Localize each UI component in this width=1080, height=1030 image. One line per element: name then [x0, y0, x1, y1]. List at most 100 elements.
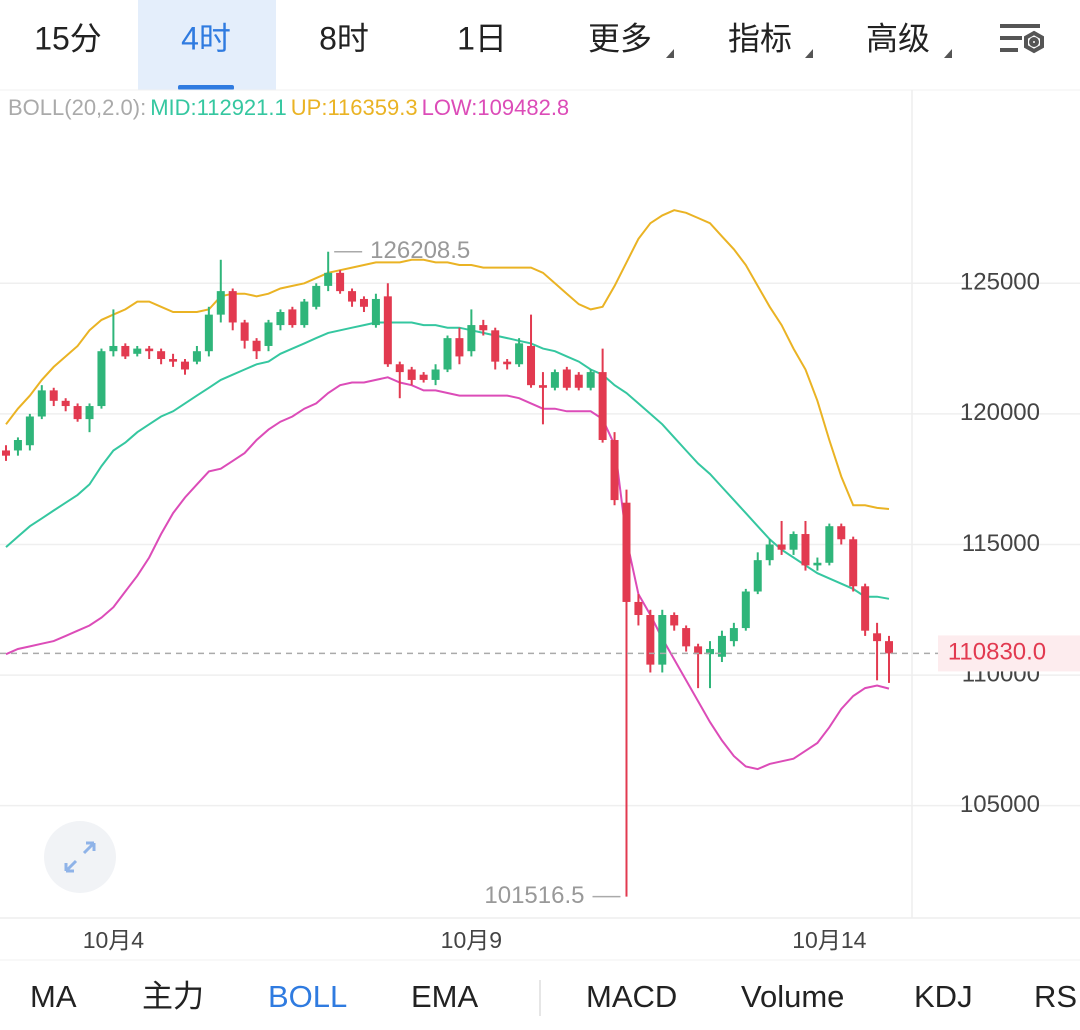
- y-tick-label: 125000: [960, 269, 1040, 296]
- dropdown-arrow: [666, 49, 674, 58]
- indicator-tab[interactable]: KDJ: [914, 979, 973, 1014]
- candle-body: [443, 338, 452, 370]
- candle-body: [670, 615, 679, 626]
- candle-body: [312, 285, 321, 307]
- interval-tab[interactable]: 15分: [34, 20, 102, 56]
- indicator-label: BOLL(20,2.0):: [8, 95, 146, 120]
- candle-body: [288, 309, 297, 326]
- candle-body: [395, 364, 404, 373]
- candle-body: [694, 646, 703, 655]
- candle-body: [371, 298, 380, 326]
- candle-body: [789, 534, 798, 550]
- indicator-tab[interactable]: MA: [30, 979, 77, 1014]
- candle-body: [610, 440, 619, 501]
- candle-body: [765, 544, 774, 561]
- candle-body: [717, 635, 726, 657]
- boll-line: [5, 376, 890, 771]
- candle-body: [13, 440, 22, 451]
- indicator-tab[interactable]: 主力: [142, 979, 204, 1014]
- candle-body: [598, 372, 607, 441]
- candle-body: [121, 345, 130, 357]
- candle-body: [180, 361, 189, 370]
- candle-body: [25, 416, 34, 446]
- indicator-tab[interactable]: EMA: [411, 979, 479, 1014]
- current-price-bg: [938, 635, 1080, 672]
- candle-body: [419, 374, 428, 380]
- selected-tab-indicator: [178, 85, 234, 90]
- candle-body: [885, 641, 893, 654]
- candle-body: [682, 628, 691, 647]
- candle-body: [622, 502, 631, 602]
- candle-body: [777, 544, 786, 550]
- candle-body: [550, 372, 559, 388]
- y-tick-label: 105000: [960, 791, 1040, 818]
- candle-body: [276, 312, 285, 326]
- candle-body: [873, 633, 882, 642]
- indicator-tab[interactable]: RSI: [1034, 979, 1080, 1014]
- candle-body: [801, 534, 810, 566]
- candle-body: [646, 615, 655, 665]
- menu-tab[interactable]: 更多: [588, 20, 652, 56]
- candle-body: [741, 591, 750, 629]
- candle-body: [359, 298, 368, 307]
- candle-body: [228, 291, 237, 323]
- candle-body: [383, 296, 392, 365]
- candle-body: [849, 539, 858, 587]
- candle-body: [264, 322, 273, 346]
- candle-body: [407, 369, 416, 380]
- x-tick-label: 10月9: [441, 927, 502, 953]
- candle-body: [300, 301, 309, 326]
- candle-body: [825, 526, 834, 563]
- candle-body: [503, 361, 512, 365]
- candle-body: [515, 343, 524, 365]
- candle-body: [97, 351, 106, 407]
- candle-body: [706, 648, 715, 655]
- candle-body: [348, 291, 357, 302]
- candle-body: [133, 348, 142, 354]
- candle-body: [574, 374, 583, 388]
- boll-line: [5, 209, 890, 510]
- menu-tab[interactable]: 指标: [728, 20, 792, 56]
- candle-body: [37, 390, 46, 417]
- candle-body: [109, 345, 118, 352]
- candle-body: [145, 348, 154, 352]
- interval-tab[interactable]: 8时: [319, 20, 369, 56]
- indicator-tab[interactable]: Volume: [741, 979, 844, 1014]
- candle-body: [324, 272, 333, 286]
- candle-body: [562, 369, 571, 388]
- x-tick-label: 10月4: [83, 927, 145, 953]
- legend-entry: LOW:109482.8: [422, 95, 570, 120]
- candle-body: [336, 272, 345, 292]
- indicator-tab[interactable]: MACD: [586, 979, 677, 1014]
- candle-body: [753, 560, 762, 592]
- interval-tab[interactable]: 1日: [457, 20, 507, 56]
- interval-tab[interactable]: 4时: [181, 20, 231, 56]
- y-tick-label: 115000: [962, 530, 1040, 557]
- indicator-legend: BOLL(20,2.0): MID:112921.1 UP:116359.3 LOW:…: [8, 95, 569, 120]
- dropdown-arrow: [944, 49, 952, 58]
- expand-button[interactable]: [44, 821, 116, 893]
- y-tick-label: 120000: [960, 399, 1040, 426]
- menu-tab[interactable]: 高级: [866, 20, 930, 56]
- candle-body: [634, 601, 643, 616]
- candle-body: [204, 314, 213, 352]
- candle-body: [491, 330, 500, 362]
- candle-body: [455, 338, 464, 357]
- candle-body: [192, 351, 201, 362]
- candle-body: [157, 351, 166, 360]
- candle-body: [431, 369, 440, 380]
- annotation-label: 126208.5: [370, 237, 470, 264]
- x-tick-label: 10月14: [792, 927, 866, 953]
- candle-body: [2, 450, 10, 456]
- current-price-label: 110830.0: [948, 639, 1046, 666]
- indicator-tab[interactable]: BOLL: [268, 979, 347, 1014]
- candle-body: [586, 372, 595, 388]
- candle-body: [813, 562, 822, 566]
- settings-icon[interactable]: [1000, 24, 1044, 54]
- candle-body: [85, 406, 94, 420]
- candle-body: [73, 406, 82, 420]
- candle-body: [538, 385, 547, 388]
